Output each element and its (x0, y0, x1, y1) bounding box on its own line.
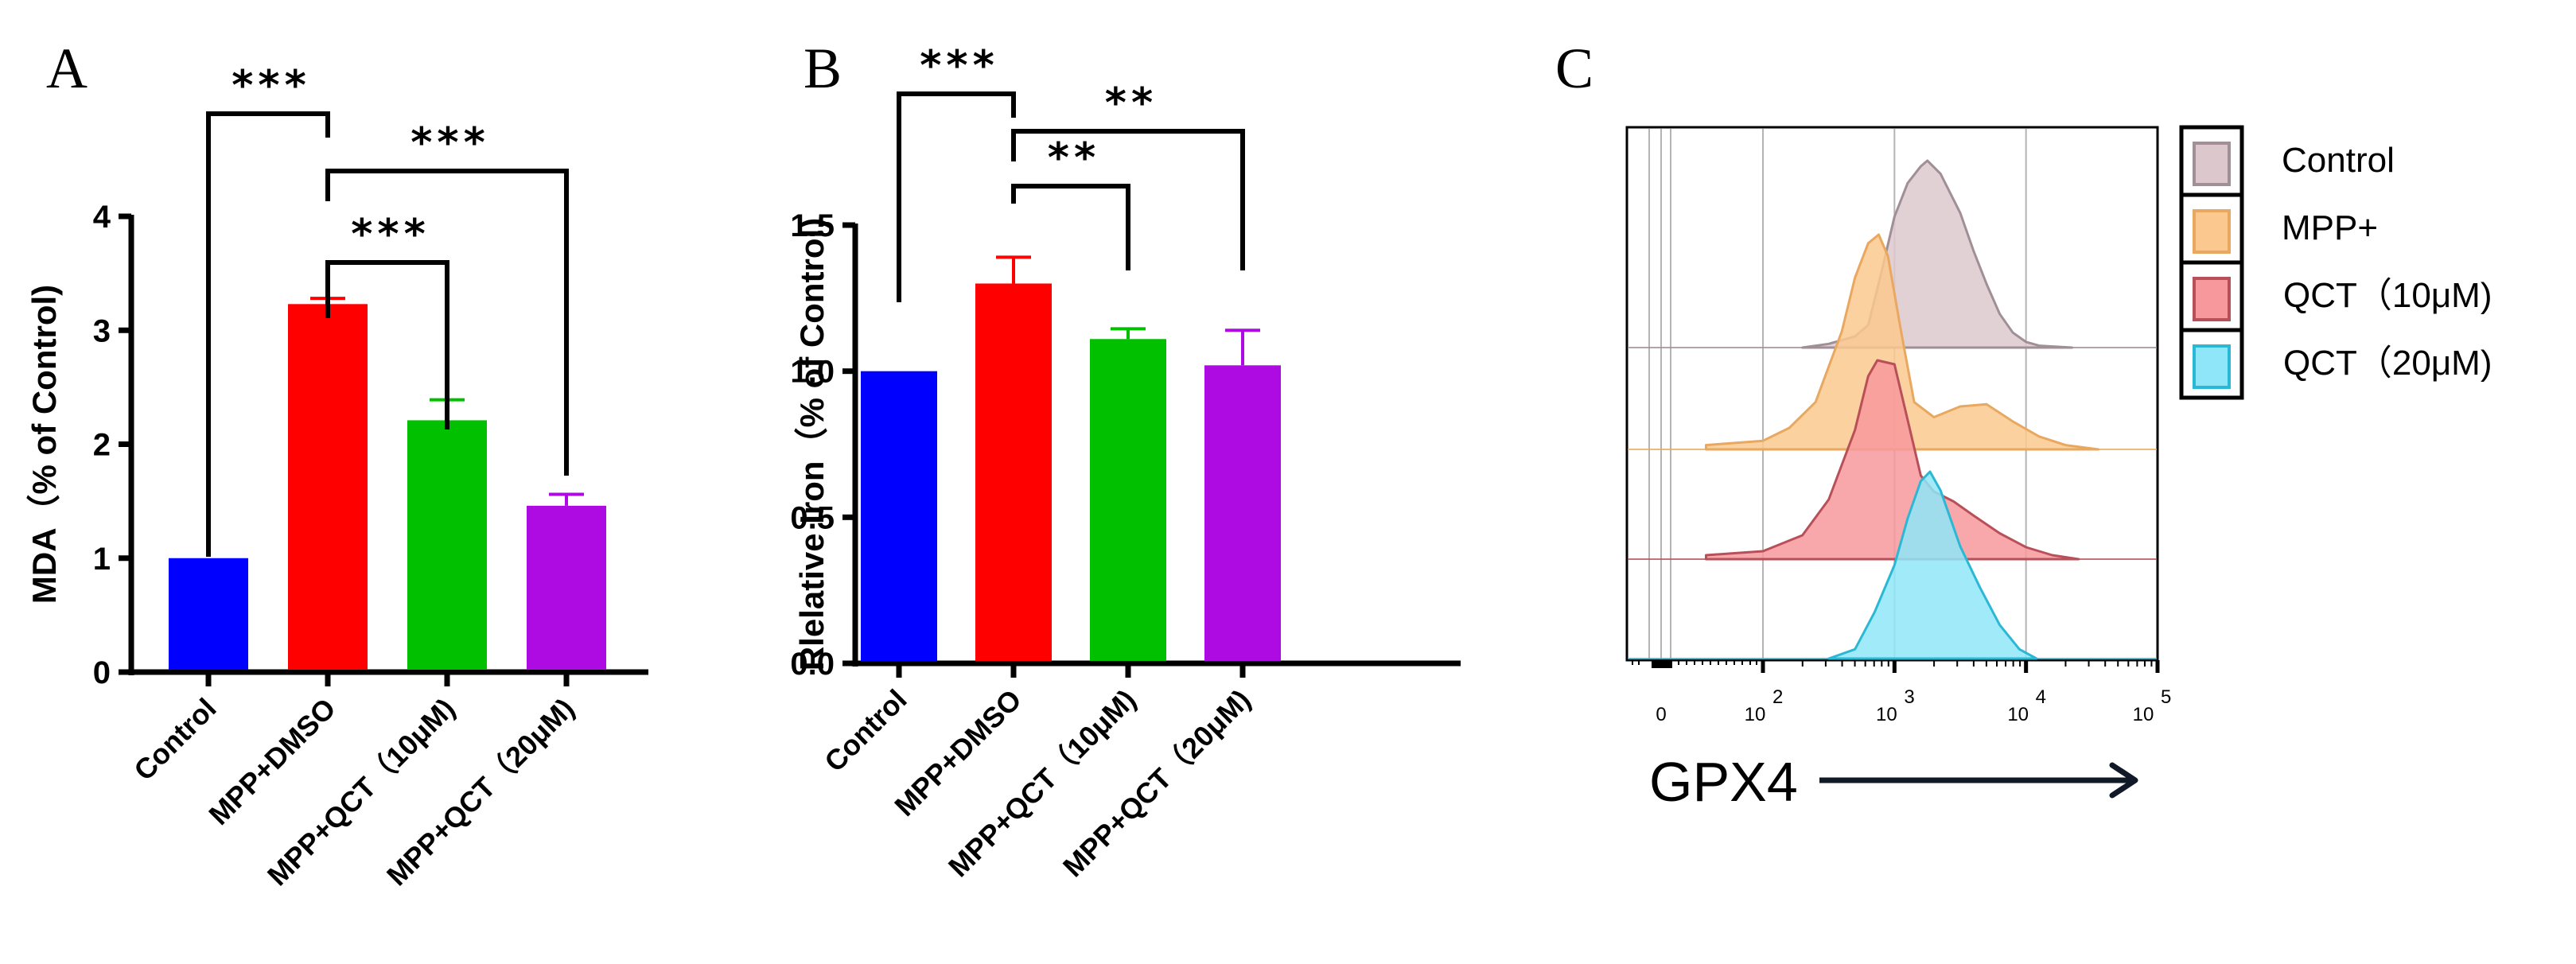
legend-label: Control (2282, 141, 2395, 180)
bar (1204, 365, 1281, 661)
x-tick-label: MPP+QCT（10μM) (942, 683, 1142, 884)
significance-bracket (325, 169, 569, 476)
significance-bracket (325, 260, 449, 430)
x-tick-label: 10 (2007, 704, 2029, 725)
bar (527, 505, 606, 670)
legend-swatch (2193, 277, 2231, 321)
x-zero-ticks (1652, 660, 1672, 668)
y-axis-title: MDA（% of Control) (25, 285, 63, 604)
legend-swatch (2193, 344, 2231, 389)
legend: Control MPP+ QCT（10μM) QCT（20μM) (2179, 125, 2492, 400)
x-axis-title: GPX4 (1649, 751, 1798, 813)
legend-label: MPP+ (2282, 208, 2378, 247)
significance-bracket (206, 111, 330, 557)
x-tick-label: 0 (1656, 704, 1666, 725)
chart-gpx4-flow: 0 10 2 10 3 10 4 10 5 GPX4 Control MPP+ QCT（10μM) QCT… (1625, 125, 2492, 813)
bar (169, 558, 248, 670)
significance-label: *** (351, 211, 430, 258)
x-tick-label: Control (127, 692, 222, 787)
bar (1090, 339, 1166, 661)
x-tick-label: 10 (1876, 704, 1897, 725)
significance-label: ** (1048, 134, 1100, 182)
arrow-head-icon (2109, 762, 2138, 799)
y-tick-label: 2 (93, 428, 111, 463)
y-tick-label: 1 (93, 542, 111, 577)
significance-label: ** (1105, 80, 1158, 127)
legend-swatch (2193, 209, 2231, 254)
legend-label: QCT（10μM) (2283, 276, 2492, 315)
bar (975, 283, 1052, 661)
significance-label: *** (232, 62, 311, 110)
bar (288, 304, 368, 670)
significance-bracket (1011, 129, 1245, 270)
y-tick-label: 1.5 (790, 208, 835, 243)
panel-label-a: A (46, 37, 88, 100)
x-tick-label: 10 (1745, 704, 1766, 725)
x-tick-label: MPP+QCT（20μM) (1056, 683, 1257, 884)
y-tick-label: 1.0 (790, 355, 835, 390)
panel-label-b: B (804, 37, 842, 100)
y-axis-title: Rlelative Iron（% of Control) (793, 218, 831, 671)
x-tick-label: 10 (2133, 704, 2154, 725)
y-tick-label: 4 (93, 200, 111, 235)
x-tick-exponent: 3 (1904, 686, 1914, 708)
legend-label: QCT（20μM) (2283, 344, 2492, 383)
significance-bracket (897, 91, 1016, 302)
y-tick-label: 0 (93, 655, 111, 690)
x-tick-exponent: 5 (2161, 686, 2171, 708)
significance-label: *** (411, 119, 490, 167)
x-tick-exponent: 2 (1772, 686, 1783, 708)
histogram-2 (1705, 233, 2100, 451)
x-tick-exponent: 4 (2036, 686, 2046, 708)
legend-swatch (2193, 142, 2231, 186)
y-tick-label: 0.0 (790, 647, 835, 682)
bar (861, 371, 937, 661)
bar (407, 420, 487, 670)
significance-label: *** (920, 42, 999, 90)
panel-label-c: C (1555, 37, 1593, 100)
y-tick-label: 3 (93, 313, 111, 348)
histogram-3 (1705, 359, 2080, 561)
significance-bracket (1011, 184, 1130, 270)
histogram-4 (1827, 470, 2038, 660)
x-tick-label: Control (818, 683, 912, 778)
y-tick-label: 0.5 (790, 500, 835, 535)
